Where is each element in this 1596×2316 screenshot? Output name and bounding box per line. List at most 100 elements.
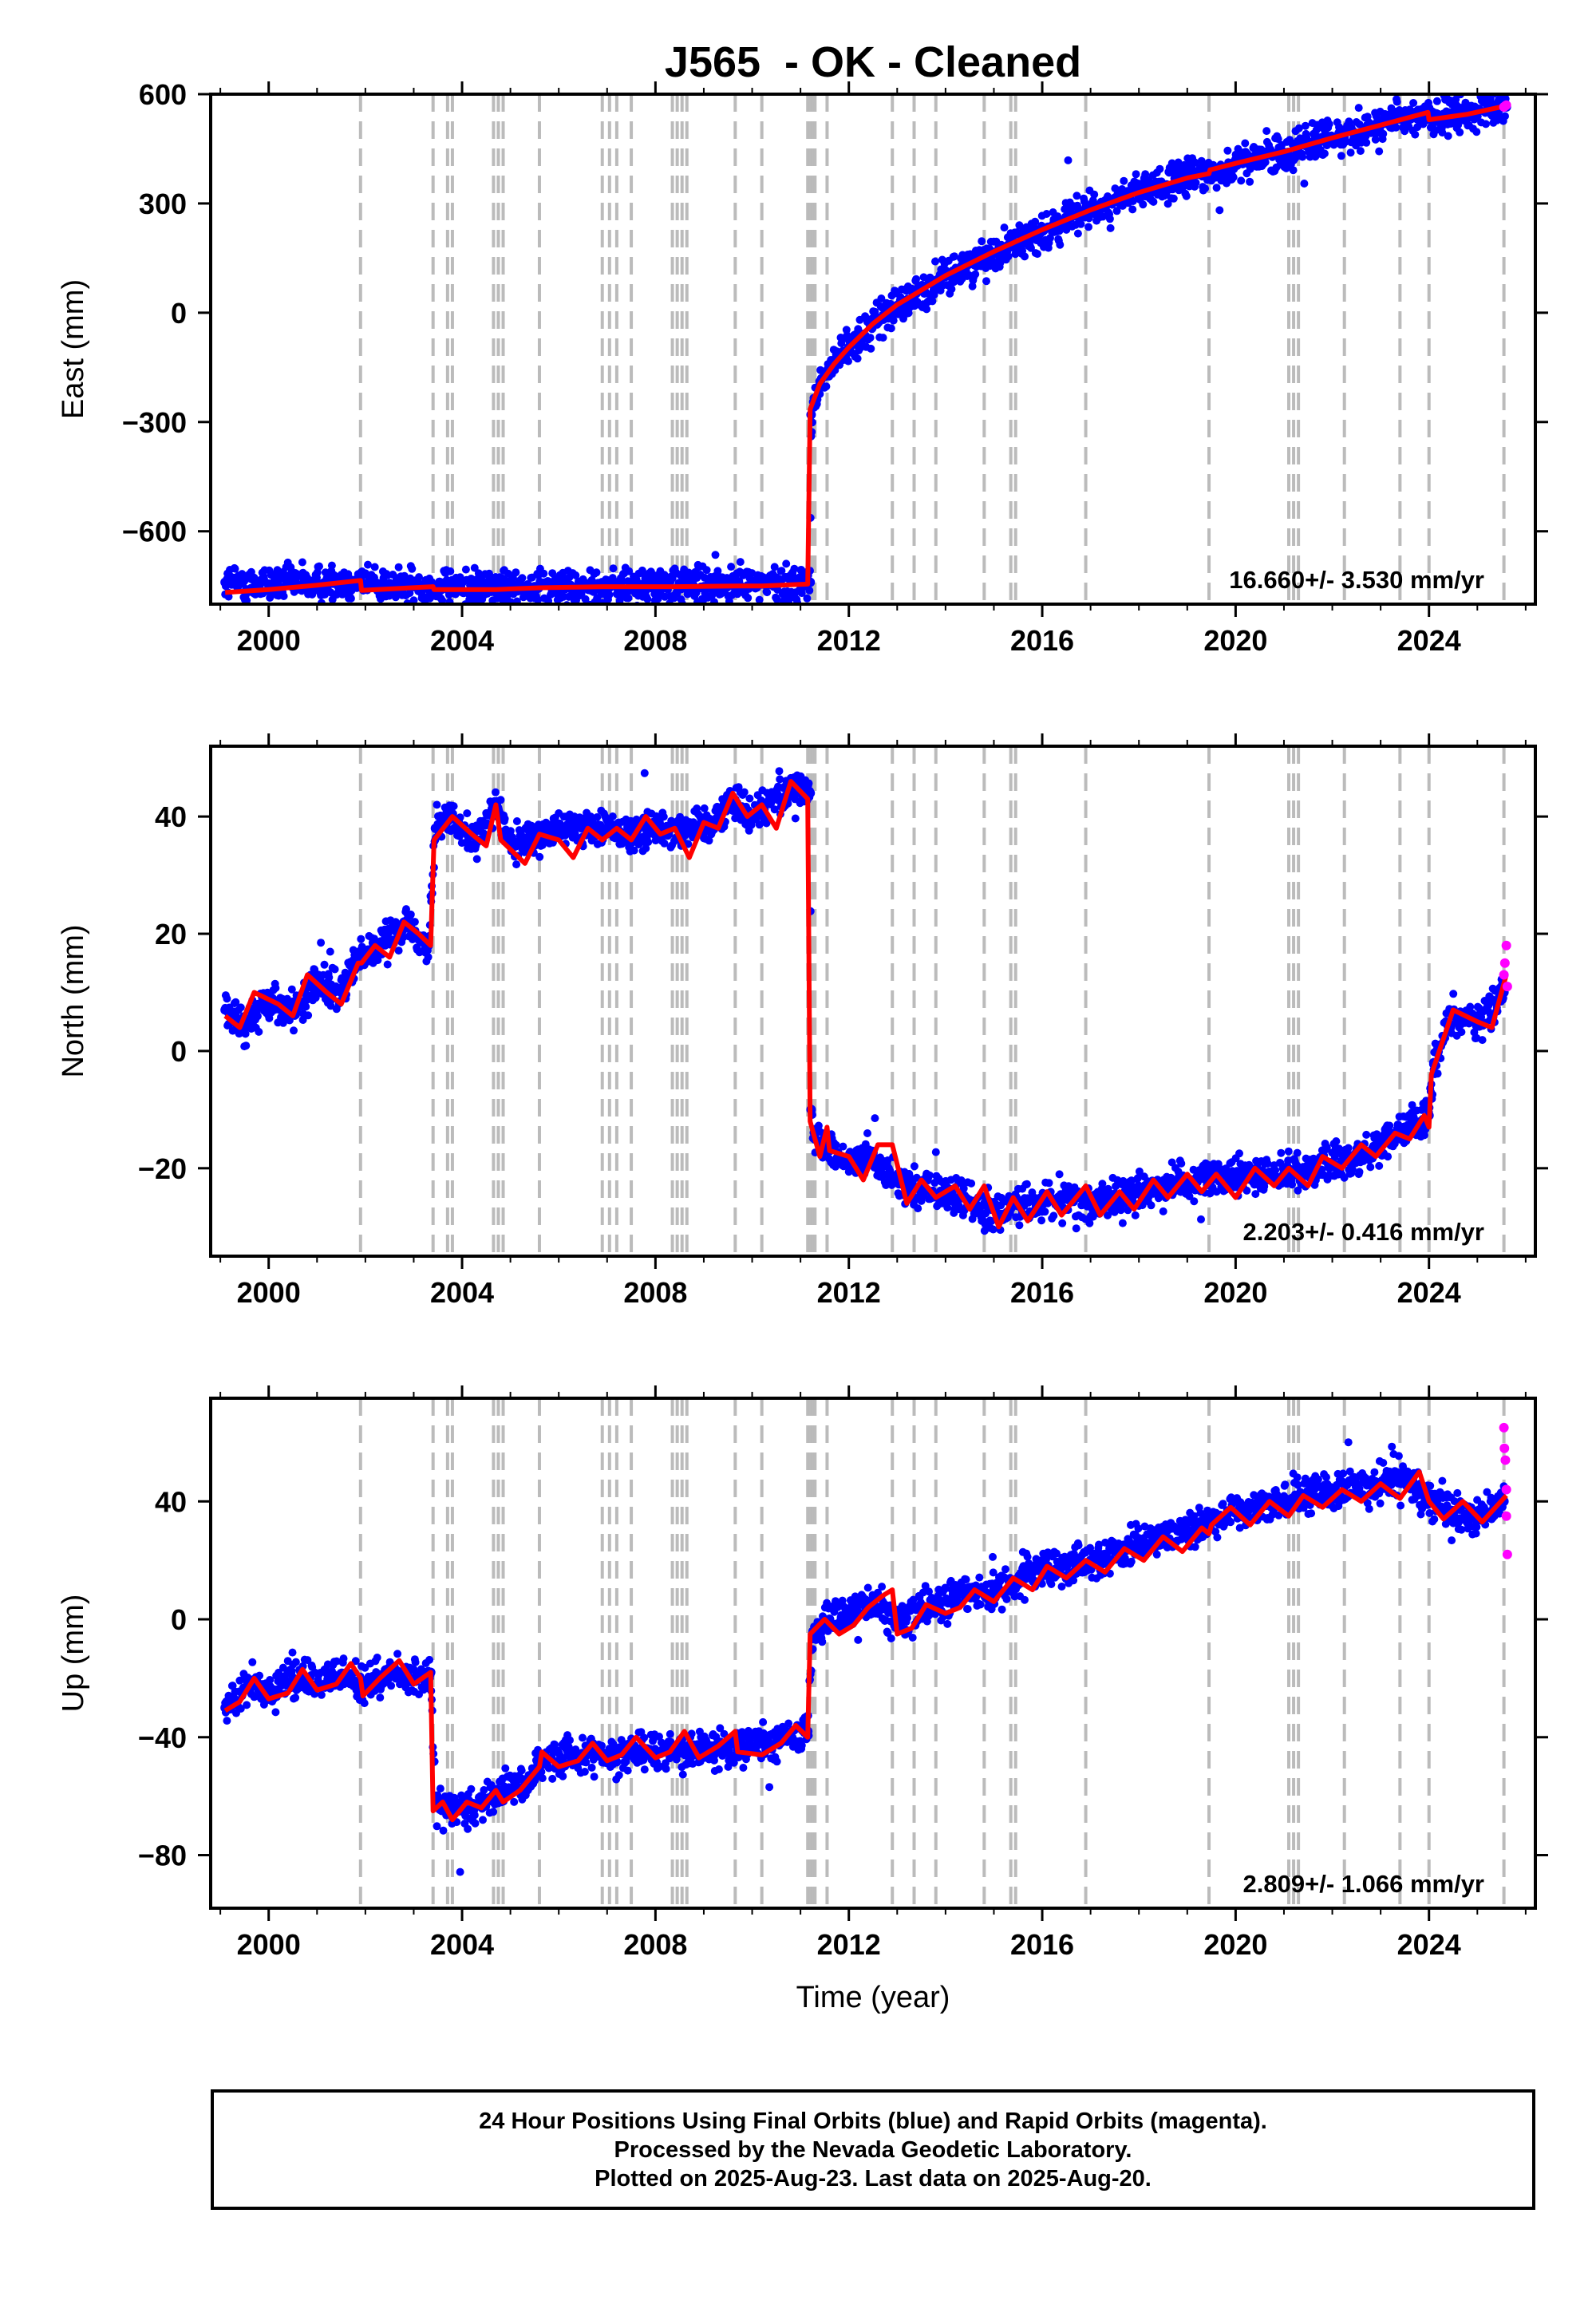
final-orbit-point xyxy=(236,1705,245,1713)
final-orbit-point xyxy=(315,562,323,571)
final-orbit-point xyxy=(863,1129,871,1137)
y-axis-label: East (mm) xyxy=(57,279,90,419)
final-orbit-point xyxy=(1055,1170,1064,1179)
model-fit-line xyxy=(223,779,1509,1230)
final-orbit-anchor-point xyxy=(220,1005,231,1015)
final-orbit-point xyxy=(1098,1180,1107,1188)
final-orbit-point xyxy=(535,852,544,861)
final-orbit-point xyxy=(1064,156,1073,164)
final-orbit-point xyxy=(1015,1221,1024,1230)
final-orbit-point xyxy=(931,1148,940,1156)
rapid-orbit-point xyxy=(1499,958,1510,968)
final-orbit-point xyxy=(539,569,548,578)
final-orbit-point xyxy=(1411,130,1420,139)
final-orbit-point xyxy=(248,1658,257,1666)
final-orbit-point xyxy=(910,1162,918,1171)
final-orbit-point xyxy=(930,290,938,299)
final-orbit-point xyxy=(1235,1149,1243,1158)
y-tick-label: −600 xyxy=(122,516,187,548)
final-orbit-point xyxy=(745,794,754,803)
x-tick-label: 2020 xyxy=(1203,1276,1267,1309)
final-orbit-point xyxy=(1375,147,1384,156)
final-orbit-point xyxy=(1212,184,1221,192)
final-orbit-point xyxy=(446,567,455,575)
final-orbit-point xyxy=(1289,166,1298,175)
final-orbit-point xyxy=(438,596,447,604)
final-orbit-point xyxy=(1294,1186,1302,1195)
final-orbit-point xyxy=(1241,139,1250,148)
final-orbit-point xyxy=(592,568,601,577)
final-orbit-point xyxy=(406,910,415,919)
final-orbit-point xyxy=(1385,1121,1394,1130)
final-orbit-point xyxy=(593,813,602,821)
final-orbit-point xyxy=(1072,1224,1080,1233)
plot-area xyxy=(220,1398,1512,1908)
final-orbit-point xyxy=(805,586,814,595)
up-panel: 2000 2004 2008 2012 2016 2020 2024400−40−80Up … xyxy=(57,1385,1548,1961)
final-orbit-point xyxy=(1027,243,1035,252)
final-orbit-point xyxy=(287,985,296,994)
final-orbit-point xyxy=(608,812,617,820)
final-orbit-point xyxy=(740,788,749,796)
final-orbit-point xyxy=(1046,234,1054,243)
final-orbit-point xyxy=(982,277,990,286)
final-orbit-point xyxy=(1118,1219,1127,1227)
final-orbit-point xyxy=(1177,1159,1186,1168)
final-orbit-point xyxy=(1073,192,1081,200)
final-orbit-point xyxy=(762,819,771,828)
final-orbit-point xyxy=(253,1012,262,1021)
final-orbit-point xyxy=(912,275,920,283)
final-orbit-point xyxy=(747,820,756,829)
final-orbit-point xyxy=(1031,217,1040,226)
final-orbit-point xyxy=(1229,173,1238,182)
final-orbit-point xyxy=(770,805,779,814)
final-orbit-point xyxy=(871,1114,879,1123)
final-orbit-point xyxy=(702,566,711,575)
x-tick-label: 2016 xyxy=(1010,624,1074,657)
final-orbit-point xyxy=(1337,152,1345,160)
final-orbit-point xyxy=(243,1701,251,1709)
final-orbit-point xyxy=(1344,1144,1353,1152)
final-orbit-point xyxy=(660,839,669,848)
final-orbit-point xyxy=(409,596,418,604)
final-orbit-point xyxy=(1242,1186,1251,1195)
final-orbit-point xyxy=(659,812,668,821)
final-orbit-anchor-point xyxy=(1231,1175,1241,1185)
chart-title: J565 - OK - Cleaned xyxy=(665,38,1081,86)
plot-area xyxy=(220,746,1512,1256)
final-orbit-point xyxy=(1110,1207,1119,1216)
final-orbit-point xyxy=(1340,1173,1349,1182)
final-orbit-point xyxy=(922,305,931,314)
final-orbit-point xyxy=(255,1027,263,1036)
final-orbit-point xyxy=(433,800,441,809)
final-orbit-point xyxy=(757,796,765,804)
final-orbit-point xyxy=(605,591,614,599)
final-orbit-point xyxy=(700,804,709,812)
final-orbit-point xyxy=(1135,1167,1144,1176)
y-tick-label: 0 xyxy=(171,297,187,330)
final-orbit-point xyxy=(978,237,986,246)
final-orbit-point xyxy=(1417,1105,1426,1114)
y-tick-label: −300 xyxy=(122,406,187,439)
final-orbit-point xyxy=(1408,1101,1416,1109)
final-orbit-point xyxy=(518,574,527,583)
final-orbit-point xyxy=(877,294,886,302)
x-axis: 2000 2004 2008 2012 2016 2020 2024 xyxy=(219,81,1527,657)
final-orbit-point xyxy=(255,1671,264,1680)
final-orbit-point xyxy=(1191,158,1199,167)
final-orbit-point xyxy=(302,995,311,1004)
final-orbit-point xyxy=(1041,1207,1049,1216)
final-orbit-point xyxy=(776,775,784,784)
final-orbit-point xyxy=(1322,1143,1331,1152)
final-orbit-point xyxy=(791,814,800,823)
final-orbit-point xyxy=(291,1658,300,1666)
x-tick-label: 2024 xyxy=(1397,1276,1461,1309)
final-orbit-point xyxy=(950,252,958,261)
final-orbit-point xyxy=(1022,1180,1031,1188)
rapid-orbit-point xyxy=(1502,982,1512,992)
final-orbit-point xyxy=(755,595,764,604)
final-orbit-point xyxy=(1147,1201,1156,1210)
final-orbit-point xyxy=(1432,97,1441,105)
final-orbit-point xyxy=(1384,1152,1393,1161)
